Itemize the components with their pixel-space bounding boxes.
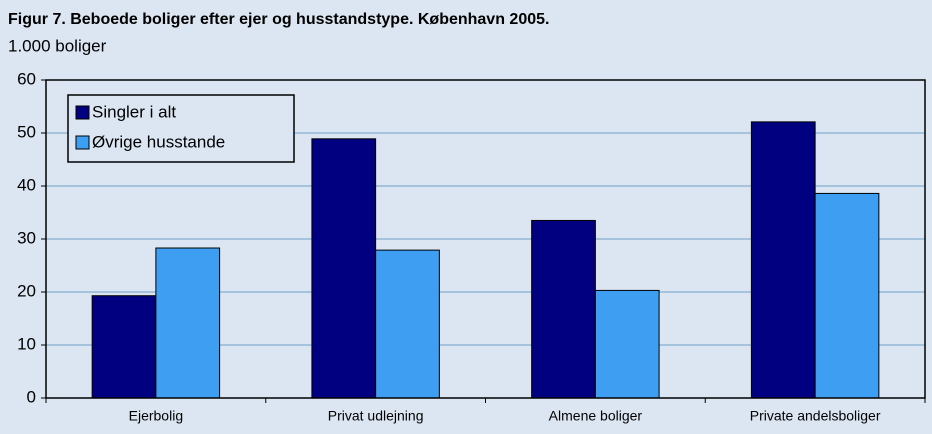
x-tick-label: Privat udlejning: [328, 408, 424, 424]
y-tick-label: 40: [17, 175, 36, 194]
plot-border: [45, 79, 926, 399]
legend-label: Singler i alt: [92, 102, 176, 121]
chart-title: Figur 7. Beboede boliger efter ejer og h…: [8, 11, 549, 28]
y-tick-label: 0: [27, 387, 36, 406]
y-tick-label: 30: [17, 228, 36, 247]
y-tick-label: 50: [17, 122, 36, 141]
legend-swatch: [75, 105, 90, 120]
bar: [155, 247, 221, 399]
legend-label: Øvrige husstande: [92, 132, 225, 151]
legend-swatch: [75, 135, 90, 150]
bar: [531, 219, 596, 399]
bar: [375, 249, 440, 399]
bar: [814, 192, 880, 399]
y-tick-label: 10: [17, 334, 36, 353]
x-tick-label: Almene boliger: [549, 408, 643, 424]
legend-box: [67, 94, 295, 163]
y-tick-label: 60: [17, 69, 36, 88]
y-axis-label: 1.000 boliger: [8, 36, 107, 55]
bar: [594, 289, 660, 399]
x-tick-label: Private andelsboliger: [750, 408, 881, 424]
bar: [750, 121, 816, 399]
x-tick-label: Ejerbolig: [129, 408, 183, 424]
bar: [91, 295, 157, 399]
bar: [311, 138, 377, 399]
y-tick-label: 20: [17, 281, 36, 300]
